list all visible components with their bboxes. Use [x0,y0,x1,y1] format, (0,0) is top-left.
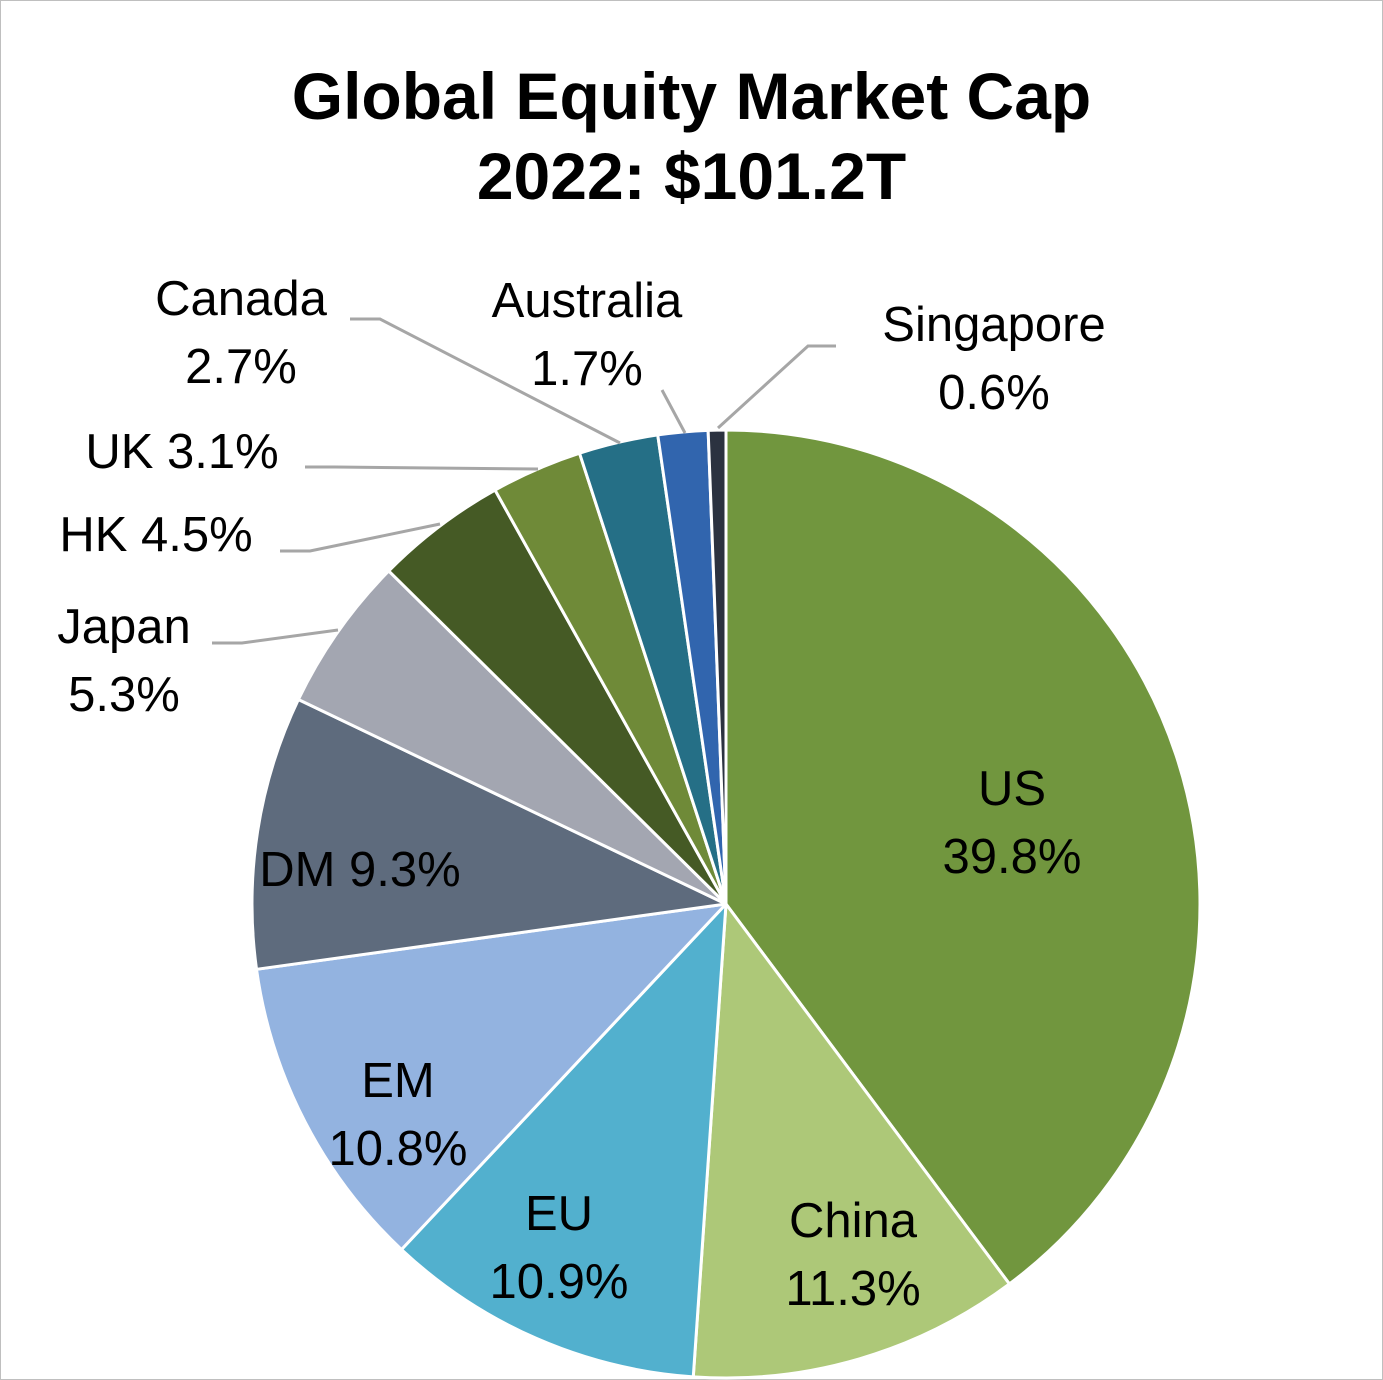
pie-slice-singapore [706,428,728,906]
data-label-uk: UK 3.1% [85,425,278,479]
leader-lines [212,317,836,645]
chart-title: Global Equity Market Cap 2022: $101.2T [0,56,1383,216]
data-label-eu: EU 10.9% [490,1187,629,1309]
leader-line-singapore [716,344,836,430]
data-label-em: EM 10.8% [329,1054,468,1176]
data-labels: US 39.8% China 11.3% EU 10.9% EM 10.8% DM 9.3% Ja… [57,272,1105,1316]
pie-slice-eu [400,902,728,1379]
data-label-hk: HK 4.5% [59,508,252,562]
data-label-name: EM [361,1054,435,1108]
data-label-value: 2.7% [185,340,297,394]
pie-slice-us [724,428,1202,1286]
pie-slice-dm [250,697,728,971]
data-label-china: China 11.3% [785,1194,920,1316]
chart-title-line-2: 2022: $101.2T [476,139,907,213]
data-label-value: 39.8% [943,830,1082,884]
data-label-value: 0.6% [938,366,1050,420]
leader-line-uk [305,465,539,471]
pie-slice-china [691,902,1011,1380]
data-label-value: 10.8% [329,1122,468,1176]
data-label-name: Singapore [882,298,1105,352]
data-label-australia: Australia 1.7% [492,274,683,396]
data-label-singapore: Singapore 0.6% [882,298,1105,420]
data-label-name: Japan [57,600,191,654]
data-label-name: Canada [155,272,327,326]
data-label-value: 10.9% [490,1255,629,1309]
pie-slices [250,428,1202,1380]
data-label-name: EU [525,1187,593,1241]
data-label-japan: Japan 5.3% [57,600,191,722]
data-label-us: US 39.8% [943,762,1082,884]
data-label-canada: Canada 2.7% [155,272,327,394]
data-label-value: 5.3% [68,668,180,722]
data-label-name: Australia [492,274,683,328]
leader-line-japan [212,628,339,645]
chart-title-line-1: Global Equity Market Cap [291,59,1092,133]
data-label-value: 1.7% [531,342,643,396]
data-label-dm: DM 9.3% [259,843,461,897]
leader-line-australia [660,389,687,434]
leader-line-canada [350,317,621,445]
data-label-name: China [789,1194,918,1248]
pie-slice-japan [296,569,728,906]
leader-line-hk [280,522,441,553]
data-label-value: 11.3% [785,1262,920,1316]
pie-slice-em [255,902,728,1252]
data-label-name: US [978,762,1046,816]
